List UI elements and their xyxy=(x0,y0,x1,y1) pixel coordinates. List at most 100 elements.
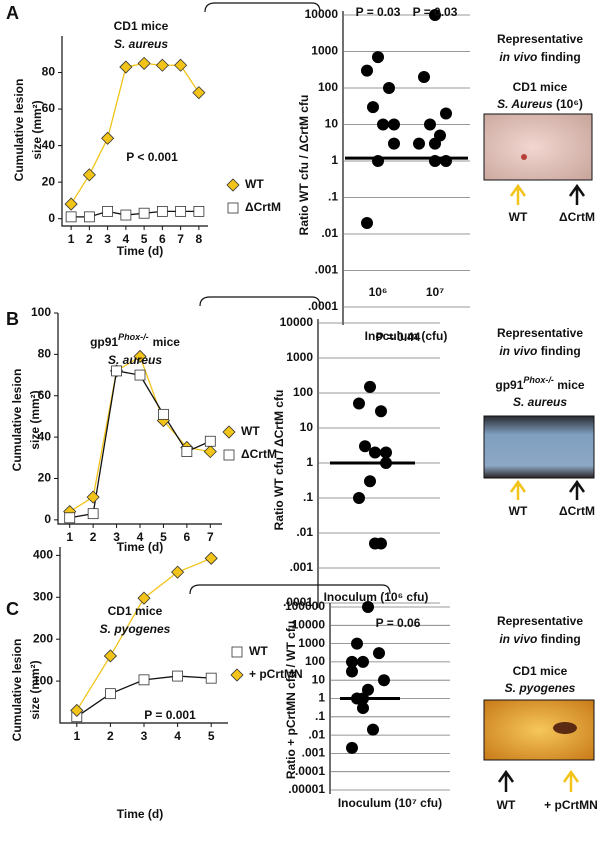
marker xyxy=(103,649,117,663)
y-tick-label: .0001 xyxy=(295,764,325,778)
x-tick-label: 1 xyxy=(68,232,75,246)
marker xyxy=(133,349,147,364)
marker xyxy=(82,168,96,182)
photo-title: CD1 mice xyxy=(513,664,568,678)
marker xyxy=(171,565,185,579)
legend-marker xyxy=(223,449,235,461)
y-tick-label: 60 xyxy=(38,388,52,402)
x-axis-label: Inoculum (10⁶ cfu) xyxy=(324,590,429,604)
y-tick-label: 100000 xyxy=(285,599,325,613)
y-tick-label: 300 xyxy=(33,589,53,603)
annotation: P = 0.44 xyxy=(376,330,421,344)
lesion xyxy=(521,154,527,160)
annotation: P = 0.03 xyxy=(413,5,458,19)
arrow-label: WT xyxy=(509,210,528,224)
y-tick-label: 1000 xyxy=(286,350,313,364)
caption: Representative xyxy=(497,614,583,628)
arrow xyxy=(568,183,586,205)
annotation: P < 0.001 xyxy=(126,150,178,164)
y-tick-label: .001 xyxy=(315,263,339,277)
y-axis-label: Ratio WT cfu / ΔCrtM cfu xyxy=(297,95,311,236)
y-tick-label: .01 xyxy=(296,525,313,539)
point xyxy=(372,51,384,64)
marker xyxy=(138,674,150,686)
x-tick-label: 3 xyxy=(141,729,148,743)
point xyxy=(388,118,400,131)
point xyxy=(364,380,376,393)
point xyxy=(369,446,381,459)
y-tick-label: .01 xyxy=(321,226,338,240)
marker xyxy=(205,672,217,684)
point xyxy=(346,741,358,754)
point xyxy=(377,118,389,131)
point xyxy=(424,118,436,131)
legend-marker xyxy=(222,425,236,439)
point xyxy=(367,101,379,114)
marker xyxy=(156,205,168,217)
marker xyxy=(137,56,151,70)
caption: in vivo finding xyxy=(499,632,580,646)
point xyxy=(362,601,374,613)
x-tick-label: 3 xyxy=(104,232,111,246)
point xyxy=(346,655,358,668)
y-tick-label: .00001 xyxy=(288,782,325,796)
chart-subtitle: S. aureus xyxy=(108,353,162,367)
y-tick-label: 200 xyxy=(33,631,53,645)
arrow-label: + pCrtMN xyxy=(544,798,598,812)
y-tick-label: 10 xyxy=(325,117,339,131)
y-tick-label: 1 xyxy=(331,153,338,167)
arrow-label: WT xyxy=(509,504,528,518)
y-axis-label: Cumulative lesion xyxy=(10,369,24,472)
marker xyxy=(83,211,95,223)
x-axis-label: Inoculum (cfu) xyxy=(365,329,448,343)
point xyxy=(353,492,365,504)
point xyxy=(388,137,400,150)
y-tick-label: .1 xyxy=(303,490,313,504)
legend-marker xyxy=(230,668,244,682)
legend-marker xyxy=(231,646,243,658)
marker xyxy=(192,86,206,100)
legend-label: ΔCrtM xyxy=(241,447,277,461)
y-tick-label: 1 xyxy=(318,691,325,705)
x-tick-label: 10⁶ xyxy=(369,285,388,299)
y-tick-label: 100 xyxy=(33,673,53,687)
arrow xyxy=(568,479,586,500)
caption: in vivo finding xyxy=(499,50,580,64)
point xyxy=(357,702,369,715)
photo xyxy=(483,699,595,761)
x-axis-label: Time (d) xyxy=(117,807,163,821)
marker xyxy=(172,670,184,682)
lesion xyxy=(553,722,577,734)
y-tick-label: .001 xyxy=(290,560,314,574)
x-tick-label: 2 xyxy=(86,232,93,246)
annotation: P = 0.001 xyxy=(144,708,196,722)
chart-subtitle: S. aureus xyxy=(114,37,168,51)
x-tick-label: 6 xyxy=(159,232,166,246)
y-tick-label: 60 xyxy=(42,101,56,115)
marker xyxy=(138,207,150,219)
point xyxy=(413,137,425,150)
y-tick-label: .0001 xyxy=(283,595,313,609)
point xyxy=(429,137,441,150)
y-tick-label: .1 xyxy=(315,709,325,723)
y-tick-label: 1 xyxy=(306,455,313,469)
bracket xyxy=(204,2,321,13)
legend-marker xyxy=(227,202,239,214)
point xyxy=(369,537,381,550)
y-tick-label: .1 xyxy=(328,190,338,204)
y-tick-label: 80 xyxy=(42,65,56,79)
photo-title: CD1 mice xyxy=(513,80,568,94)
y-axis-label: Ratio + pCrtMN cfu / WT cfu xyxy=(284,621,298,779)
point xyxy=(351,637,363,650)
point xyxy=(418,71,430,84)
y-axis-label: Cumulative lesion xyxy=(12,79,26,182)
photo xyxy=(483,113,593,181)
chart-title: CD1 mice xyxy=(108,604,163,618)
point xyxy=(367,723,379,736)
point xyxy=(440,107,452,120)
y-tick-label: 100 xyxy=(293,385,313,399)
photo-subtitle: S. aureus xyxy=(513,395,567,409)
axis xyxy=(61,36,208,227)
y-tick-label: 400 xyxy=(33,548,53,562)
caption: in vivo finding xyxy=(499,344,580,358)
